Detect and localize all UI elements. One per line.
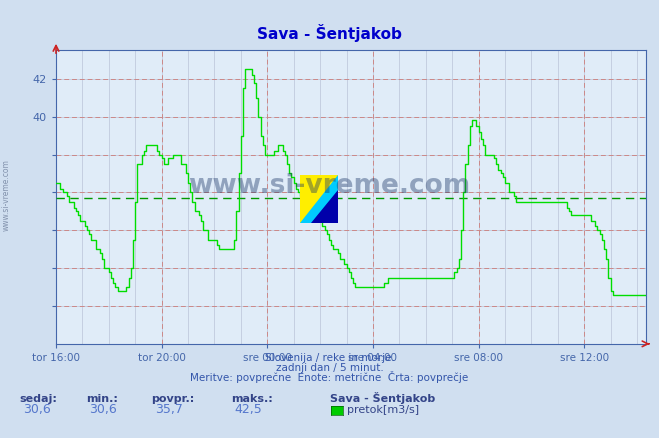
Text: Sava - Šentjakob: Sava - Šentjakob [257, 24, 402, 42]
Text: maks.:: maks.: [231, 394, 272, 404]
Text: 30,6: 30,6 [23, 403, 51, 416]
Text: sedaj:: sedaj: [20, 394, 57, 404]
Text: www.si-vreme.com: www.si-vreme.com [2, 159, 11, 231]
Text: min.:: min.: [86, 394, 117, 404]
Polygon shape [300, 175, 338, 223]
Text: Slovenija / reke in morje.: Slovenija / reke in morje. [264, 353, 395, 364]
Polygon shape [311, 190, 338, 223]
Text: Sava - Šentjakob: Sava - Šentjakob [330, 392, 435, 404]
Text: www.si-vreme.com: www.si-vreme.com [188, 173, 471, 199]
Text: 42,5: 42,5 [234, 403, 262, 416]
Text: Meritve: povprečne  Enote: metrične  Črta: povprečje: Meritve: povprečne Enote: metrične Črta:… [190, 371, 469, 383]
Polygon shape [300, 175, 338, 223]
Text: 35,7: 35,7 [155, 403, 183, 416]
Text: pretok[m3/s]: pretok[m3/s] [347, 405, 418, 415]
Text: zadnji dan / 5 minut.: zadnji dan / 5 minut. [275, 363, 384, 373]
Text: povpr.:: povpr.: [152, 394, 195, 404]
Text: 30,6: 30,6 [89, 403, 117, 416]
